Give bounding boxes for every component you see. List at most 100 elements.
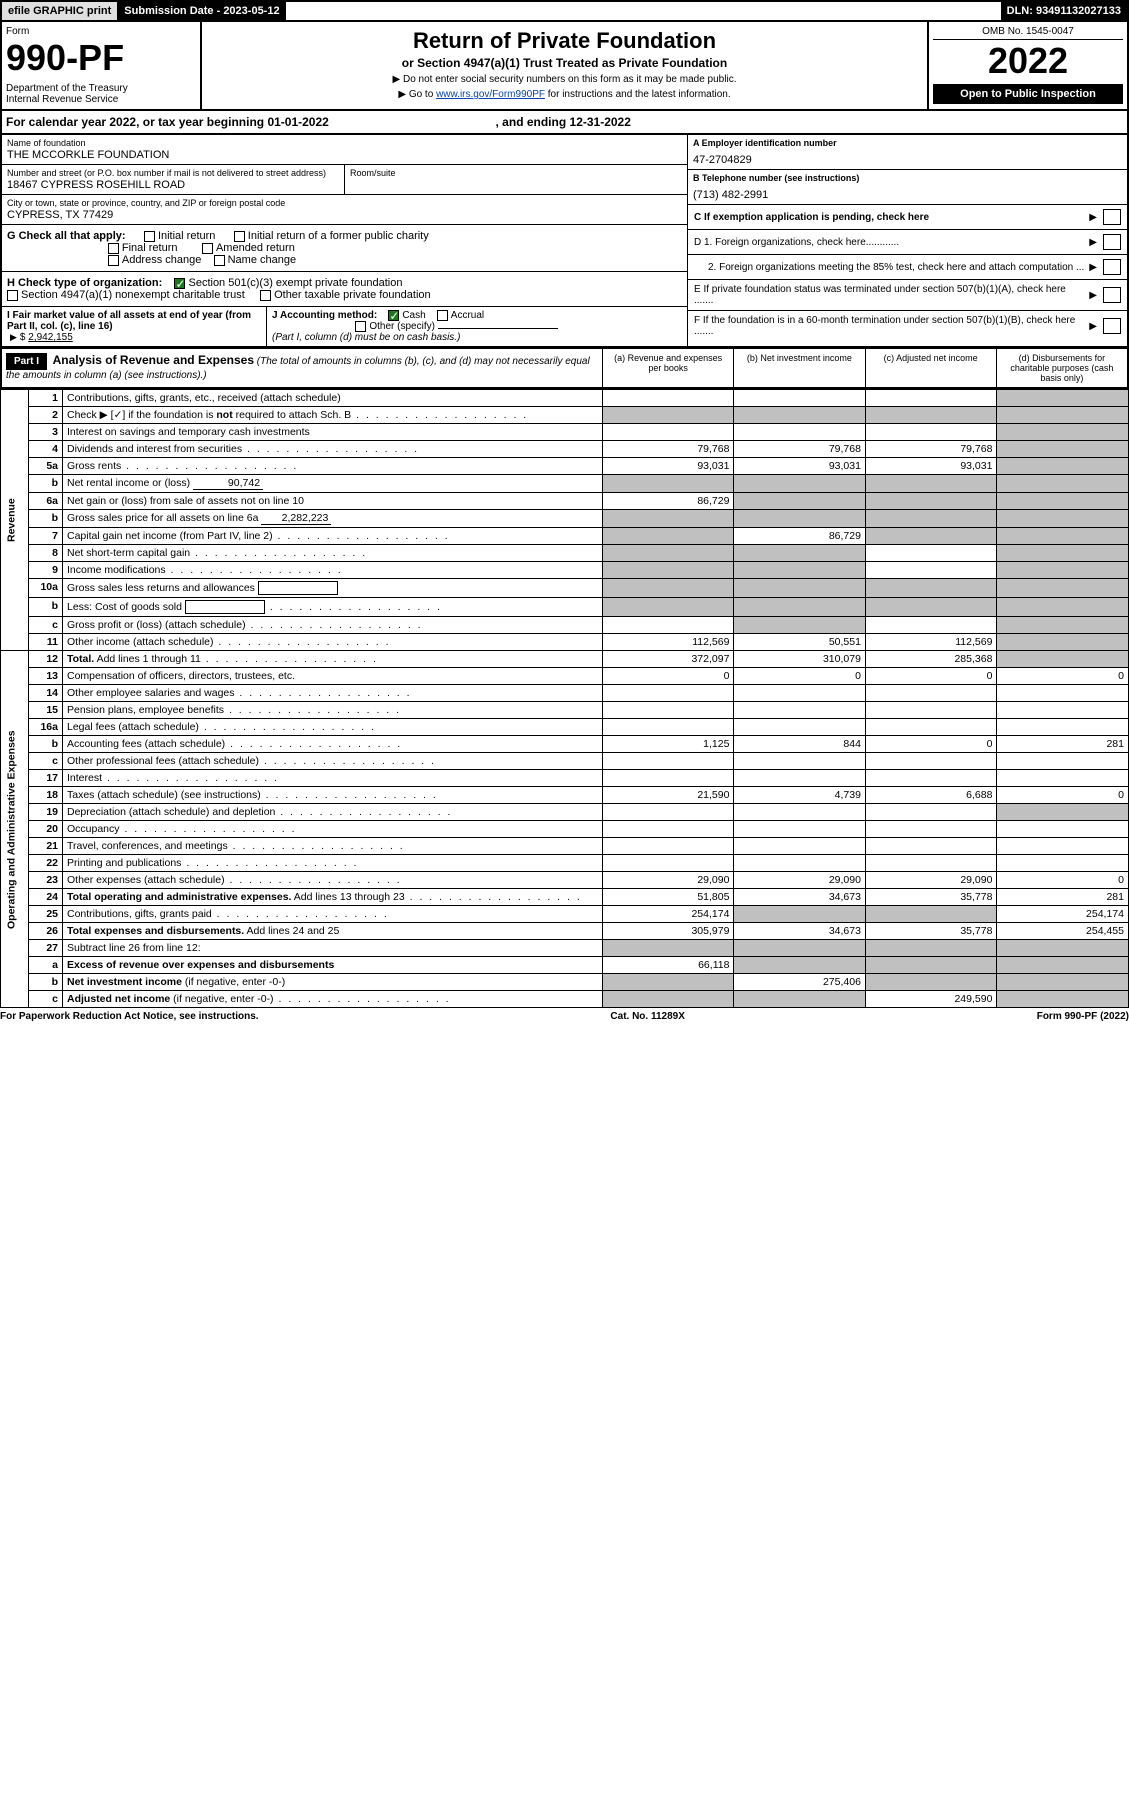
line-desc: Adjusted net income (if negative, enter … bbox=[63, 991, 603, 1008]
amt-b: 79,768 bbox=[734, 441, 866, 458]
amt-d bbox=[997, 957, 1129, 974]
table-row: 18Taxes (attach schedule) (see instructi… bbox=[1, 787, 1129, 804]
line-desc: Income modifications bbox=[63, 562, 603, 579]
g-opt-0: Initial return bbox=[158, 230, 215, 242]
g-opt-5: Name change bbox=[228, 254, 297, 266]
table-row: 17Interest bbox=[1, 770, 1129, 787]
line-desc: Capital gain net income (from Part IV, l… bbox=[63, 528, 603, 545]
amt-d: 0 bbox=[997, 668, 1129, 685]
amt-b: 50,551 bbox=[734, 634, 866, 651]
amt-b bbox=[734, 510, 866, 528]
room-cell: Room/suite bbox=[344, 165, 687, 195]
phone-label: B Telephone number (see instructions) bbox=[693, 173, 1122, 183]
amt-d bbox=[997, 562, 1129, 579]
line-num: c bbox=[28, 991, 62, 1008]
col-b: (b) Net investment income bbox=[733, 349, 864, 387]
footer: For Paperwork Reduction Act Notice, see … bbox=[0, 1008, 1129, 1025]
line-desc: Contributions, gifts, grants paid bbox=[63, 906, 603, 923]
cb-c[interactable] bbox=[1103, 209, 1121, 225]
amt-d bbox=[997, 855, 1129, 872]
amt-b bbox=[734, 991, 866, 1008]
table-row: 25Contributions, gifts, grants paid254,1… bbox=[1, 906, 1129, 923]
amt-b: 4,739 bbox=[734, 787, 866, 804]
cb-f[interactable] bbox=[1103, 318, 1121, 334]
cb-initial-former[interactable] bbox=[234, 231, 245, 242]
cb-other-taxable[interactable] bbox=[260, 290, 271, 301]
amt-a bbox=[602, 685, 734, 702]
tax-year: 2022 bbox=[933, 40, 1123, 82]
amt-a bbox=[602, 510, 734, 528]
table-row: 13Compensation of officers, directors, t… bbox=[1, 668, 1129, 685]
line-num: 15 bbox=[28, 702, 62, 719]
cb-4947[interactable] bbox=[7, 290, 18, 301]
amt-a bbox=[602, 974, 734, 991]
j-label: J Accounting method: bbox=[272, 310, 377, 321]
cb-initial-return[interactable] bbox=[144, 231, 155, 242]
line-num: 9 bbox=[28, 562, 62, 579]
note2-post: for instructions and the latest informat… bbox=[545, 89, 731, 100]
amt-b bbox=[734, 424, 866, 441]
cb-d1[interactable] bbox=[1103, 234, 1121, 250]
form-left: Form 990-PF Department of the Treasury I… bbox=[2, 22, 202, 109]
main-table: Revenue1Contributions, gifts, grants, et… bbox=[0, 389, 1129, 1008]
line-num: 8 bbox=[28, 545, 62, 562]
line-desc: Other expenses (attach schedule) bbox=[63, 872, 603, 889]
amt-a bbox=[602, 617, 734, 634]
name-cell: Name of foundation THE MCCORKLE FOUNDATI… bbox=[2, 135, 687, 165]
info-block: Name of foundation THE MCCORKLE FOUNDATI… bbox=[0, 135, 1129, 348]
cb-name-change[interactable] bbox=[214, 255, 225, 266]
form-right: OMB No. 1545-0047 2022 Open to Public In… bbox=[927, 22, 1127, 109]
cb-final-return[interactable] bbox=[108, 243, 119, 254]
amt-c: 249,590 bbox=[865, 991, 997, 1008]
omb-number: OMB No. 1545-0047 bbox=[933, 26, 1123, 40]
amt-d bbox=[997, 770, 1129, 787]
table-row: aExcess of revenue over expenses and dis… bbox=[1, 957, 1129, 974]
j-note: (Part I, column (d) must be on cash basi… bbox=[272, 332, 460, 343]
table-row: 3Interest on savings and temporary cash … bbox=[1, 424, 1129, 441]
line-desc: Accounting fees (attach schedule) bbox=[63, 736, 603, 753]
cb-501c3[interactable] bbox=[174, 278, 185, 289]
form-mid: Return of Private Foundation or Section … bbox=[202, 22, 927, 109]
cb-accrual[interactable] bbox=[437, 310, 448, 321]
amt-a bbox=[602, 940, 734, 957]
line-desc: Check ▶ [✓] if the foundation is not req… bbox=[63, 407, 603, 424]
line-num: 27 bbox=[28, 940, 62, 957]
amt-b bbox=[734, 493, 866, 510]
part1-title: Analysis of Revenue and Expenses bbox=[53, 353, 254, 367]
amt-d bbox=[997, 719, 1129, 736]
table-row: bNet investment income (if negative, ent… bbox=[1, 974, 1129, 991]
calendar-year-row: For calendar year 2022, or tax year begi… bbox=[0, 111, 1129, 135]
table-row: 4Dividends and interest from securities7… bbox=[1, 441, 1129, 458]
amt-b bbox=[734, 804, 866, 821]
cb-other-method[interactable] bbox=[355, 321, 366, 332]
note2-pre: ▶ Go to bbox=[398, 89, 436, 100]
cb-amended[interactable] bbox=[202, 243, 213, 254]
g-opt-4: Amended return bbox=[216, 242, 295, 254]
line-desc: Less: Cost of goods sold bbox=[63, 598, 603, 617]
amt-b bbox=[734, 957, 866, 974]
cb-address-change[interactable] bbox=[108, 255, 119, 266]
line-desc: Total. Add lines 1 through 11 bbox=[63, 651, 603, 668]
table-row: 2Check ▶ [✓] if the foundation is not re… bbox=[1, 407, 1129, 424]
cb-e[interactable] bbox=[1103, 287, 1121, 303]
line-num: 2 bbox=[28, 407, 62, 424]
form990pf-link[interactable]: www.irs.gov/Form990PF bbox=[436, 89, 545, 100]
submission-date: Submission Date - 2023-05-12 bbox=[118, 2, 285, 20]
efile-label[interactable]: efile GRAPHIC print bbox=[2, 2, 118, 20]
phone: (713) 482-2991 bbox=[693, 189, 1122, 201]
amt-b bbox=[734, 545, 866, 562]
amt-b bbox=[734, 475, 866, 493]
cb-cash[interactable] bbox=[388, 310, 399, 321]
amt-c: 29,090 bbox=[865, 872, 997, 889]
amt-c bbox=[865, 719, 997, 736]
amt-c bbox=[865, 821, 997, 838]
amt-d bbox=[997, 390, 1129, 407]
cb-d2[interactable] bbox=[1103, 259, 1121, 275]
header-top-row: efile GRAPHIC print Submission Date - 20… bbox=[2, 2, 1127, 20]
line-num: 13 bbox=[28, 668, 62, 685]
table-row: 14Other employee salaries and wages bbox=[1, 685, 1129, 702]
table-row: cGross profit or (loss) (attach schedule… bbox=[1, 617, 1129, 634]
amt-a bbox=[602, 390, 734, 407]
amt-a bbox=[602, 719, 734, 736]
line-num: 20 bbox=[28, 821, 62, 838]
